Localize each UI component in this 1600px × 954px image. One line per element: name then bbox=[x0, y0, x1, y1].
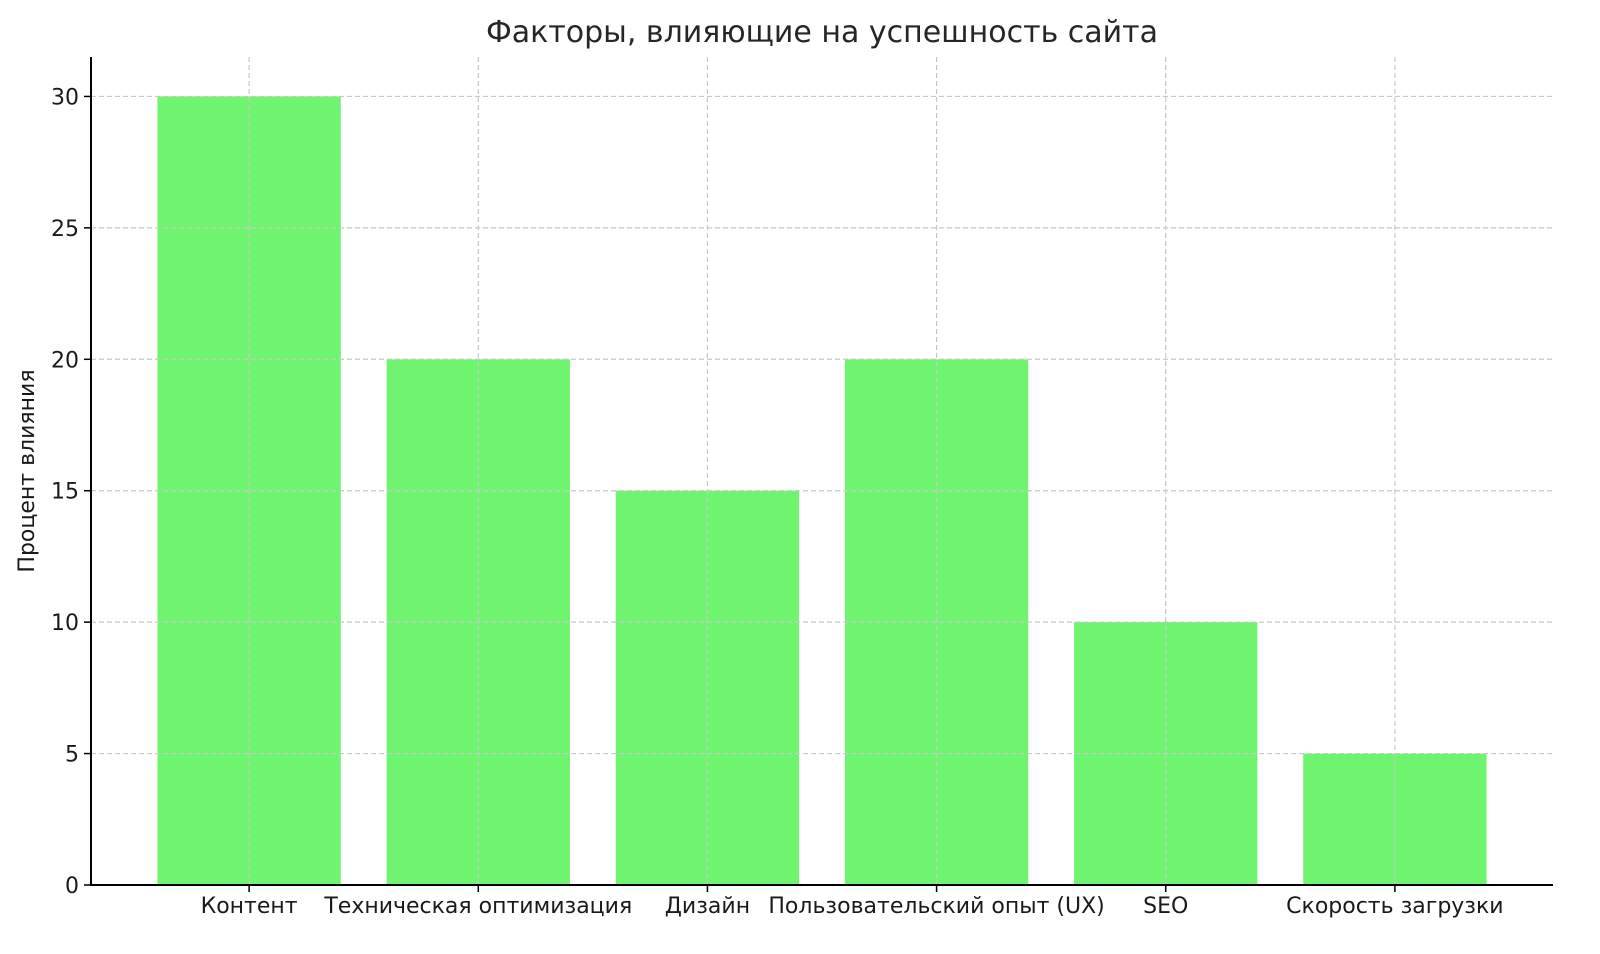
y-tick-label: 0 bbox=[65, 874, 79, 899]
y-tick-label: 5 bbox=[65, 743, 79, 768]
x-tick-label: Дизайн bbox=[665, 894, 750, 919]
x-tick-label: SEO bbox=[1143, 894, 1188, 919]
y-tick-label: 20 bbox=[51, 348, 79, 373]
y-tick-label: 15 bbox=[51, 480, 79, 505]
chart-title: Факторы, влияющие на успешность сайта bbox=[486, 15, 1158, 50]
y-tick-label: 10 bbox=[51, 611, 79, 636]
y-tick-label: 25 bbox=[51, 217, 79, 242]
y-tick-label: 30 bbox=[51, 85, 79, 110]
x-tick-label: Контент bbox=[201, 894, 298, 919]
y-axis-label: Процент влияния bbox=[15, 369, 40, 572]
bar bbox=[844, 359, 1029, 885]
x-tick-label: Пользовательский опыт (UX) bbox=[768, 894, 1104, 919]
x-tick-label: Техническая оптимизация bbox=[323, 894, 632, 919]
x-tick-label: Скорость загрузки bbox=[1286, 894, 1503, 919]
